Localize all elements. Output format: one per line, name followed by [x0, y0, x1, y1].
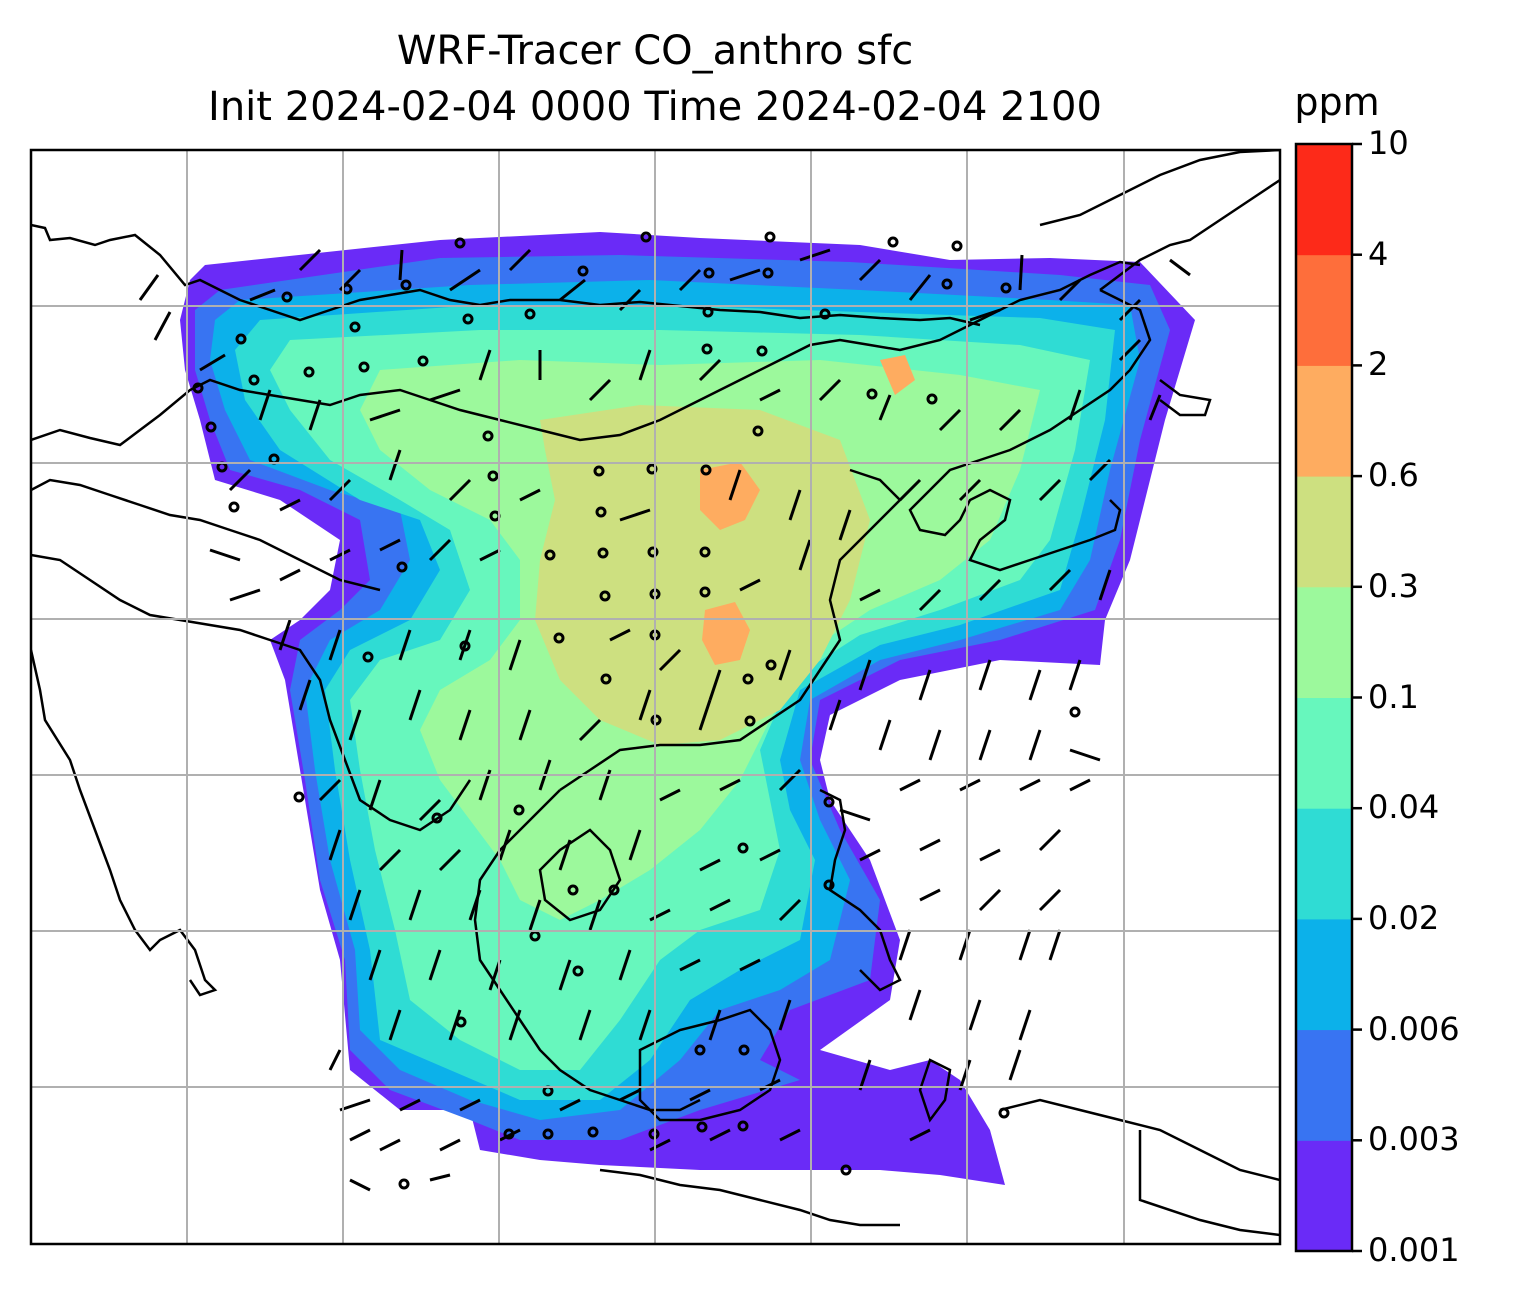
chart-title-line2: Init 2024-02-04 0000 Time 2024-02-04 210… [208, 84, 1102, 130]
colorbar-tick-label: 0.003 [1368, 1120, 1460, 1159]
field-level-0.6-b [702, 602, 750, 665]
colorbar-tick-label: 0.3 [1368, 566, 1419, 605]
colorbar-tick-label: 0.6 [1368, 456, 1419, 495]
colorbar-tick-label: 0.001 [1368, 1231, 1460, 1269]
colorbar-tick-label: 0.1 [1368, 677, 1419, 716]
wind-barbs [138, 248, 1191, 1192]
colorbar-tick-label: 0.006 [1368, 1009, 1460, 1048]
colorbar-tick-label: 0.04 [1368, 788, 1440, 827]
gridlines [31, 150, 1280, 1244]
map-frame [29, 148, 1282, 1246]
chart-title-line1: WRF-Tracer CO_anthro sfc [396, 28, 914, 74]
field-level-0.6-c [880, 355, 915, 395]
colorbar-tick-label: 4 [1368, 234, 1389, 273]
colorbar-tick-label: 0.02 [1368, 898, 1440, 937]
coastlines [31, 150, 1280, 1237]
colorbar-tick-label: 2 [1368, 345, 1389, 384]
colorbar-tick-label: 10 [1368, 124, 1409, 162]
colorbar-unit-label: ppm [1294, 80, 1380, 124]
